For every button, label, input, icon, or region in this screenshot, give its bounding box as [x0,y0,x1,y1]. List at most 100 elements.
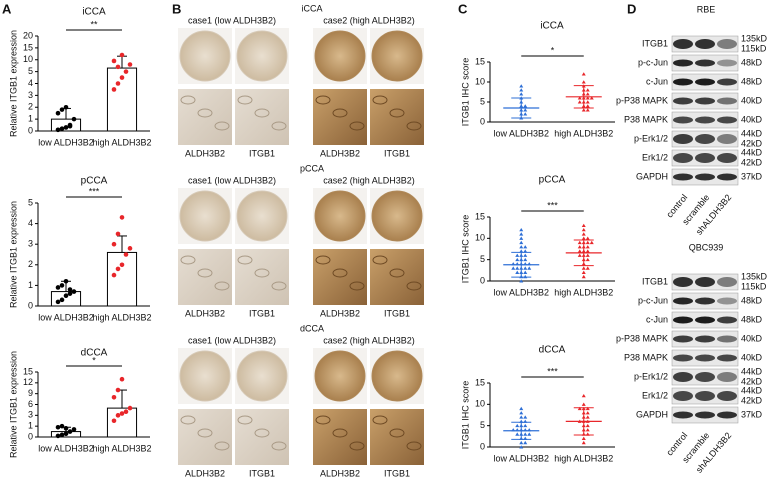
significance: ** [90,19,98,29]
point [581,72,586,76]
point [577,245,582,249]
chart-title: dCCA [81,348,108,359]
point [523,257,528,262]
size-label: 48kD [741,295,763,305]
point [119,376,125,382]
point [519,279,524,283]
panel-letter: C [458,1,468,16]
size-label: 48kD [741,76,763,86]
case-label: case2 (high ALDH3B2) [323,175,415,185]
point [515,262,520,266]
point [67,291,73,296]
point [523,423,528,428]
y-tick-label: 6 [28,399,33,409]
tissue-core [371,190,423,242]
tissue-core [371,350,423,402]
gland [180,255,196,265]
blot-title: QBC939 [689,242,724,252]
image-label: ALDH3B2 [185,468,225,478]
point [585,96,590,100]
tissue-core [236,30,288,82]
gland [254,428,270,438]
image-label: ITGB1 [249,468,275,478]
point [523,112,528,116]
case-label: case2 (high ALDH3B2) [323,15,415,25]
band [695,97,715,105]
band [673,78,693,86]
tissue-core [314,190,366,242]
y-tick-label: 3 [28,410,33,420]
image-label: ITGB1 [249,148,275,158]
size-label: 48kD [741,314,763,324]
x-tick-label: low ALDH3B2 [493,453,549,463]
point [581,440,586,445]
image-label: ALDH3B2 [185,148,225,158]
gland [214,441,230,451]
point [515,266,520,270]
image-label: ITGB1 [249,308,275,318]
band [717,316,737,324]
point [111,272,117,278]
point [59,297,65,303]
band [717,411,737,419]
point [585,419,590,423]
point [67,123,73,129]
band [717,372,737,382]
y-tick-label: 4 [28,78,33,88]
row-label: c-Jun [646,314,668,324]
band [673,354,693,362]
point [585,423,590,428]
y-tick-label: 15 [23,366,33,376]
gland [214,281,230,291]
y-axis-label: ITGB1 IHC score [460,58,470,127]
gland [389,268,405,278]
point [515,423,520,428]
point [581,262,586,266]
point [577,406,582,411]
x-tick-label: high ALDH3B2 [554,287,613,297]
point [519,100,524,104]
point [523,432,528,436]
band [673,391,693,401]
band [717,134,737,144]
point [527,266,532,270]
point [581,232,586,236]
x-tick-label: low ALDH3B2 [493,128,549,138]
size-label: 37kD [741,409,763,419]
point [63,104,69,110]
y-tick-label: 0 [28,300,33,310]
point [115,231,121,237]
section-title: iCCA [301,3,322,13]
point [581,249,586,253]
band [695,316,715,324]
point [519,274,524,279]
point [127,405,133,411]
point [519,262,524,266]
significance: *** [547,366,558,376]
chart-title: iCCA [540,21,564,32]
point [581,96,586,100]
point [119,411,125,416]
gland [237,95,253,105]
point [71,289,77,294]
point [523,419,528,423]
row-label: c-Jun [646,76,668,86]
panel-letter: B [172,1,181,16]
y-tick-label: 4 [28,218,33,228]
point [511,262,516,266]
row-label: p-c-Jun [638,57,668,67]
point [585,104,590,108]
y-tick-label: 0 [480,441,485,451]
point [519,112,524,116]
row-label: Erk1/2 [642,390,668,400]
point [519,88,524,92]
point [119,52,125,58]
y-tick-label: 10 [475,399,485,409]
size-label: 42kD [741,376,763,386]
significance: * [92,355,96,365]
size-label: 48kD [741,57,763,67]
row-label: GAPDH [636,409,668,419]
row-label: ITGB1 [642,38,668,48]
point [119,75,125,80]
band [695,173,715,181]
